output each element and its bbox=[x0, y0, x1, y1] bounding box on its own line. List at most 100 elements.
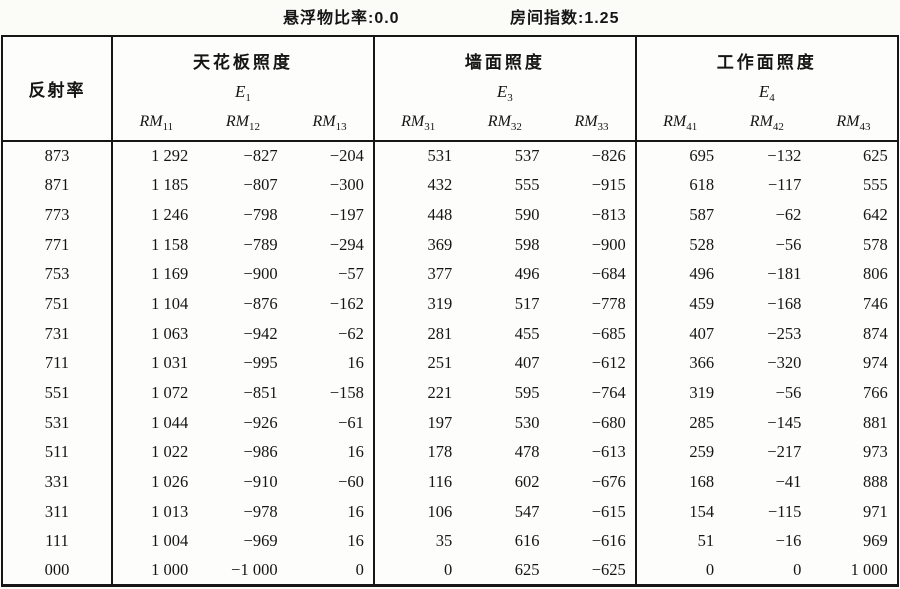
value-cell: 695 bbox=[689, 146, 715, 166]
workplane-group-title: 工作面照度 bbox=[716, 53, 817, 72]
value-cell: 528 bbox=[689, 234, 715, 254]
rm-label: RM43 bbox=[836, 113, 871, 133]
value-cell: 888 bbox=[862, 472, 888, 492]
value-cell: 16 bbox=[286, 437, 375, 468]
value-cell: −62 bbox=[286, 318, 375, 349]
reflectance-cell: 311 bbox=[2, 496, 113, 527]
value-cell: 874 bbox=[862, 323, 888, 343]
value-cell: −900 bbox=[548, 229, 637, 260]
value-cell: 455 bbox=[514, 323, 540, 343]
table-row: 551 1 072 −851 −158 221 595 −764 319 −56 766 bbox=[2, 378, 898, 408]
value-cell: 1 031 bbox=[151, 353, 189, 373]
table-row: 873 1 292 −827 −204 531 537 −826 695 −132 625 bbox=[2, 141, 898, 171]
value-cell: −145 bbox=[767, 412, 802, 432]
value-cell: −969 bbox=[243, 531, 278, 551]
value-cell: 116 bbox=[428, 472, 453, 492]
value-cell: 407 bbox=[514, 353, 540, 373]
table-row: 753 1 169 −900 −57 377 496 −684 496 −181 806 bbox=[2, 259, 898, 290]
value-cell: −1 000 bbox=[231, 560, 278, 580]
ceiling-e-symbol: E1 bbox=[113, 82, 373, 104]
table-row: 711 1 031 −995 16 251 407 −612 366 −320 974 bbox=[2, 348, 898, 379]
workplane-rm-labels: RM41 RM42 RM43 bbox=[637, 113, 897, 133]
value-cell: −851 bbox=[243, 383, 278, 403]
value-cell: −294 bbox=[286, 229, 375, 260]
value-cell: −685 bbox=[548, 318, 637, 349]
value-cell: −807 bbox=[243, 175, 278, 195]
value-cell: −132 bbox=[767, 146, 802, 166]
value-cell: −56 bbox=[775, 383, 802, 403]
value-cell: 1 169 bbox=[151, 264, 189, 284]
table-header: 反射率 天花板照度 E1 RM11 RM12 RM13 bbox=[2, 36, 898, 142]
value-cell: −827 bbox=[243, 146, 278, 166]
reflectance-cell: 731 bbox=[2, 318, 113, 349]
value-cell: −826 bbox=[548, 141, 637, 171]
value-cell: 0 bbox=[286, 556, 375, 586]
value-cell: 1 000 bbox=[151, 560, 189, 580]
value-cell: −926 bbox=[243, 412, 278, 432]
value-cell: 598 bbox=[514, 234, 540, 254]
rm-label: RM42 bbox=[749, 113, 784, 133]
e-subscript: 1 bbox=[245, 92, 251, 104]
value-cell: 587 bbox=[689, 205, 715, 225]
value-cell: −813 bbox=[548, 200, 637, 230]
value-cell: −158 bbox=[286, 378, 375, 408]
value-cell: −612 bbox=[548, 348, 637, 379]
value-cell: 1 004 bbox=[151, 531, 189, 551]
table-row: 311 1 013 −978 16 106 547 −615 154 −115 971 bbox=[2, 496, 898, 527]
reflectance-cell: 511 bbox=[2, 437, 113, 468]
value-cell: −680 bbox=[548, 407, 637, 438]
value-cell: 285 bbox=[689, 412, 715, 432]
value-cell: −115 bbox=[767, 501, 802, 521]
caption-bar: 悬浮物比率:0.0 房间指数:1.25 bbox=[0, 0, 900, 35]
table-row: 000 1 000 −1 000 0 0 625 −625 0 0 1 000 bbox=[2, 556, 898, 586]
workplane-e-symbol: E4 bbox=[637, 82, 897, 104]
value-cell: 616 bbox=[514, 531, 540, 551]
value-cell: 319 bbox=[427, 294, 453, 314]
workplane-illuminance-group-header: 工作面照度 E4 RM41 RM42 RM43 bbox=[635, 36, 898, 142]
value-cell: 496 bbox=[689, 264, 715, 284]
value-cell: 642 bbox=[862, 205, 888, 225]
reflectance-cell: 551 bbox=[2, 378, 113, 408]
value-cell: 1 063 bbox=[151, 323, 189, 343]
value-cell: 377 bbox=[427, 264, 453, 284]
value-cell: 530 bbox=[514, 412, 540, 432]
value-cell: 547 bbox=[514, 501, 540, 521]
value-cell: −197 bbox=[286, 200, 375, 230]
table-row: 751 1 104 −876 −162 319 517 −778 459 −168 746 bbox=[2, 289, 898, 319]
value-cell: 590 bbox=[514, 205, 540, 225]
value-cell: 1 104 bbox=[151, 294, 189, 314]
reflectance-cell: 771 bbox=[2, 229, 113, 260]
value-cell: −60 bbox=[286, 467, 375, 497]
reflectance-cell: 711 bbox=[2, 348, 113, 379]
wall-rm-labels: RM31 RM32 RM33 bbox=[375, 113, 635, 133]
table-row: 331 1 026 −910 −60 116 602 −676 168 −41 888 bbox=[2, 467, 898, 497]
value-cell: 16 bbox=[286, 526, 375, 557]
wall-e-symbol: E3 bbox=[375, 82, 635, 104]
value-cell: 1 158 bbox=[151, 234, 189, 254]
value-cell: −162 bbox=[286, 289, 375, 319]
value-cell: −41 bbox=[775, 472, 802, 492]
table-row: 871 1 185 −807 −300 432 555 −915 618 −117 555 bbox=[2, 170, 898, 201]
e-base: E bbox=[235, 82, 246, 101]
value-cell: −778 bbox=[548, 289, 637, 319]
value-cell: 973 bbox=[862, 442, 888, 462]
reflectance-cell: 773 bbox=[2, 200, 113, 230]
value-cell: 35 bbox=[435, 531, 453, 551]
table-row: 111 1 004 −969 16 35 616 −616 51 −16 969 bbox=[2, 526, 898, 557]
value-cell: 602 bbox=[514, 472, 540, 492]
value-cell: 448 bbox=[427, 205, 453, 225]
reflectance-cell: 331 bbox=[2, 467, 113, 497]
table-row: 511 1 022 −986 16 178 478 −613 259 −217 973 bbox=[2, 437, 898, 468]
value-cell: 578 bbox=[862, 234, 888, 254]
value-cell: −798 bbox=[243, 205, 278, 225]
suspension-ratio-label: 悬浮物比率:0.0 bbox=[283, 10, 400, 27]
value-cell: 319 bbox=[689, 383, 715, 403]
value-cell: −900 bbox=[243, 264, 278, 284]
value-cell: −915 bbox=[548, 170, 637, 201]
rm-label: RM32 bbox=[487, 113, 522, 133]
ceiling-illuminance-group-header: 天花板照度 E1 RM11 RM12 RM13 bbox=[112, 36, 375, 142]
ceiling-rm-labels: RM11 RM12 RM13 bbox=[113, 113, 373, 133]
reflectance-cell: 000 bbox=[2, 556, 113, 586]
ceiling-group-title: 天花板照度 bbox=[192, 53, 293, 72]
